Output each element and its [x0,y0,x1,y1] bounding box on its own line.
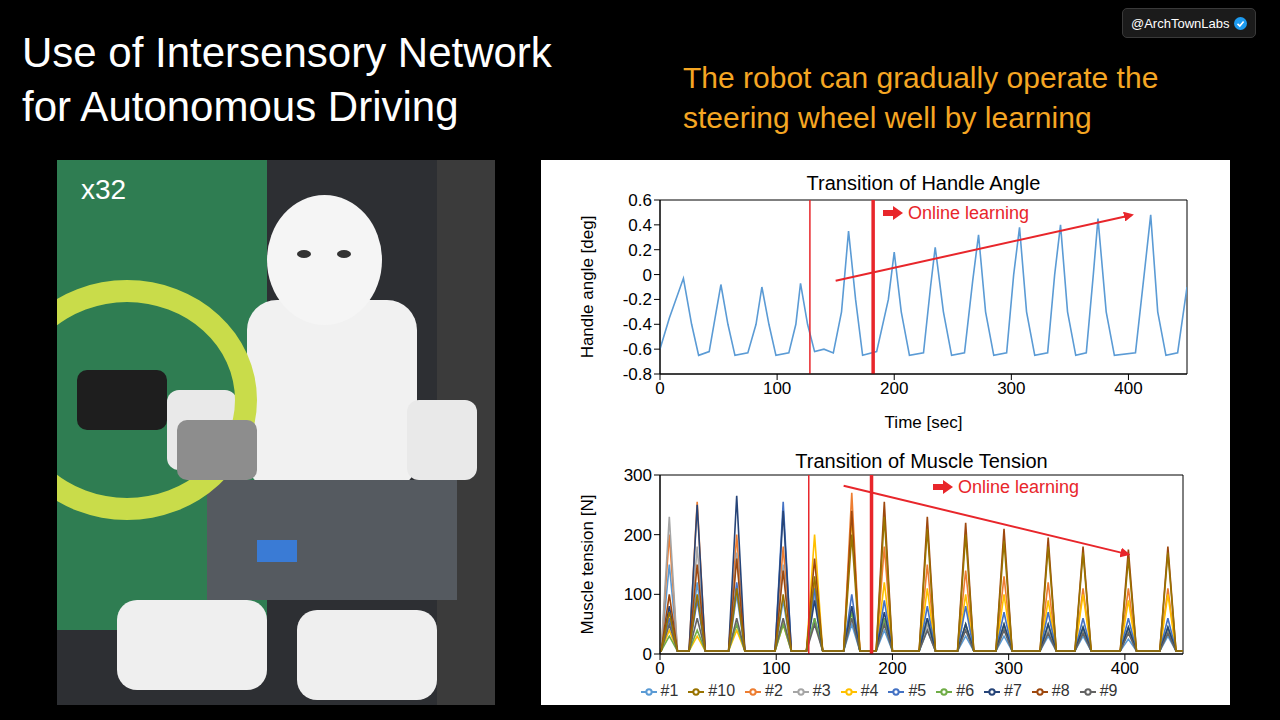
svg-text:-0.4: -0.4 [623,315,652,334]
svg-text:300: 300 [624,466,652,485]
svg-text:400: 400 [1114,379,1142,398]
svg-text:100: 100 [624,585,652,604]
svg-text:Handle angle [deg]: Handle angle [deg] [578,216,597,359]
svg-text:100: 100 [762,659,790,678]
svg-text:0.4: 0.4 [628,216,652,235]
html-text:#4: #4 [860,682,879,699]
html-text:#10: #10 [708,682,736,699]
svg-text:200: 200 [878,659,906,678]
html-text:The robot can gradually operat: The robot can gradually operate the stee… [683,61,1159,134]
html-text:Online learning: Online learning [958,477,1080,497]
svg-text:0.6: 0.6 [628,191,652,210]
html-text:#6: #6 [956,682,974,699]
svg-text:0: 0 [643,645,652,664]
svg-text:-0.6: -0.6 [623,340,652,359]
html-text:#1: #1 [660,682,679,699]
html-text:@ArchTownLabs: @ArchTownLabs [1131,15,1230,31]
svg-text:200: 200 [880,379,908,398]
svg-text:400: 400 [1111,659,1139,678]
svg-text:-0.2: -0.2 [623,290,652,309]
html-text:Use of Intersensory Network fo: Use of Intersensory Network for Autonomo… [22,29,552,130]
svg-text:300: 300 [994,659,1022,678]
html-text:#8: #8 [1051,682,1070,699]
html-text:#3: #3 [812,682,831,699]
svg-text:0.2: 0.2 [628,241,652,260]
svg-text:200: 200 [624,526,652,545]
html-text:Transition of Handle Angle: Transition of Handle Angle [806,172,1041,194]
svg-text:0: 0 [655,659,664,678]
html-text:Transition of Muscle Tension: Transition of Muscle Tension [795,450,1048,472]
html-text:#5: #5 [908,682,927,699]
svg-text:0: 0 [655,379,664,398]
html-text:#2: #2 [765,682,783,699]
html-text:x32: x32 [81,174,127,205]
svg-text:300: 300 [997,379,1025,398]
svg-text:100: 100 [763,379,791,398]
svg-text:Time [sec]: Time [sec] [885,413,963,432]
svg-text:-0.8: -0.8 [623,365,652,384]
html-text:#7: #7 [1004,682,1022,699]
svg-text:0: 0 [643,266,652,285]
svg-text:Muscle tension [N]: Muscle tension [N] [578,495,597,635]
html-text:Online learning: Online learning [908,203,1030,223]
html-text:#9: #9 [1099,682,1118,699]
